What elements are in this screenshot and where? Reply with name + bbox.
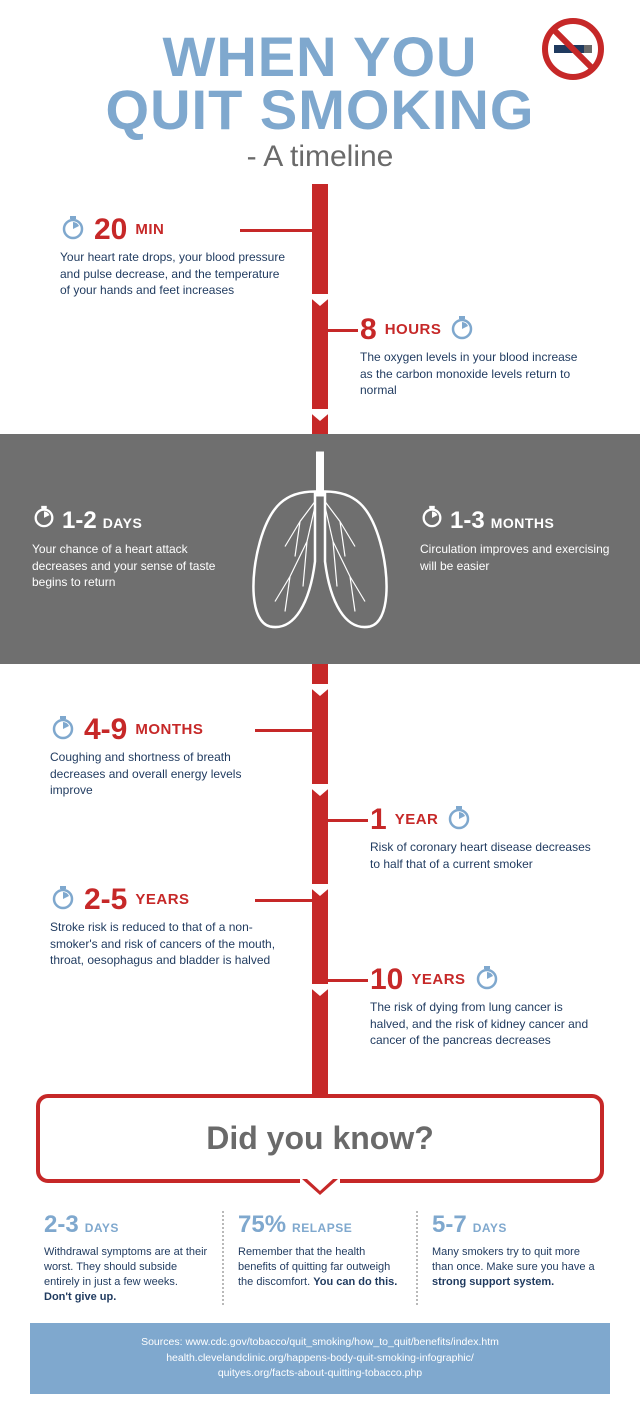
stopwatch-icon (50, 714, 76, 745)
timeline-section-bottom: 4-9 MONTHS Coughing and shortness of bre… (0, 664, 640, 1094)
did-you-know-title: Did you know? (50, 1120, 590, 1157)
timeline-desc: Coughing and shortness of breath decreas… (50, 749, 280, 798)
time-value: 1-3 (450, 507, 485, 535)
time-unit: HOURS (385, 321, 442, 338)
mid-band: 1-2 DAYS Your chance of a heart attack d… (0, 434, 640, 664)
timeline-desc: Stroke risk is reduced to that of a non-… (50, 919, 280, 968)
stopwatch-icon (420, 504, 444, 535)
stopwatch-icon (50, 884, 76, 915)
time-value: 2-5 (84, 885, 127, 915)
timeline-item: 1 YEAR Risk of coronary heart disease de… (370, 804, 600, 871)
source-url: quityes.org/facts-about-quitting-tobacco… (218, 1367, 422, 1379)
did-you-know-box: Did you know? (36, 1094, 604, 1183)
timeline-section-top: 20 MIN Your heart rate drops, your blood… (0, 184, 640, 434)
time-unit: MONTHS (135, 721, 203, 738)
fact-value: 2-3 (44, 1211, 79, 1239)
timeline-item: 1-3 MONTHS Circulation improves and exer… (420, 504, 610, 573)
fact-value: 5-7 (432, 1211, 467, 1239)
timeline-item: 8 HOURS The oxygen levels in your blood … (360, 314, 590, 398)
time-unit: DAYS (103, 515, 143, 531)
timeline-desc: Circulation improves and exercising will… (420, 541, 610, 573)
fact-unit: DAYS (85, 1221, 119, 1235)
time-unit: MIN (135, 221, 164, 238)
sources-label: Sources: (141, 1336, 182, 1348)
fact-unit: RELAPSE (292, 1221, 352, 1235)
time-unit: YEARS (411, 971, 465, 988)
time-value: 1-2 (62, 507, 97, 535)
subtitle: - A timeline (40, 140, 600, 174)
time-unit: YEAR (395, 811, 439, 828)
title-line-1: WHEN YOU (40, 30, 600, 83)
fact-unit: DAYS (473, 1221, 507, 1235)
stopwatch-icon (60, 214, 86, 245)
stopwatch-icon (449, 314, 475, 345)
no-smoking-icon (542, 18, 604, 85)
stopwatch-icon (474, 964, 500, 995)
header: WHEN YOU QUIT SMOKING - A timeline (0, 0, 640, 184)
timeline-desc: The oxygen levels in your blood increase… (360, 349, 590, 398)
timeline-desc: Your heart rate drops, your blood pressu… (60, 249, 290, 298)
time-unit: YEARS (135, 891, 189, 908)
lungs-icon (215, 452, 425, 647)
time-unit: MONTHS (491, 515, 555, 531)
fact-desc: Remember that the health benefits of qui… (238, 1245, 402, 1290)
stopwatch-icon (32, 504, 56, 535)
timeline-item: 2-5 YEARS Stroke risk is reduced to that… (50, 884, 280, 968)
timeline-desc: Risk of coronary heart disease decreases… (370, 839, 600, 871)
time-value: 20 (94, 215, 127, 245)
stopwatch-icon (446, 804, 472, 835)
time-value: 1 (370, 805, 387, 835)
fact-item: 2-3 DAYS Withdrawal symptoms are at thei… (30, 1211, 224, 1304)
fact-desc: Withdrawal symptoms are at their worst. … (44, 1245, 208, 1304)
timeline-item: 20 MIN Your heart rate drops, your blood… (60, 214, 290, 298)
fact-desc: Many smokers try to quit more than once.… (432, 1245, 596, 1290)
fact-item: 5-7 DAYS Many smokers try to quit more t… (418, 1211, 610, 1304)
fact-value: 75% (238, 1211, 286, 1239)
time-value: 10 (370, 965, 403, 995)
title-line-2: QUIT SMOKING (40, 83, 600, 136)
facts-row: 2-3 DAYS Withdrawal symptoms are at thei… (0, 1183, 640, 1322)
fact-item: 75% RELAPSE Remember that the health ben… (224, 1211, 418, 1304)
source-url: www.cdc.gov/tobacco/quit_smoking/how_to_… (185, 1336, 498, 1348)
time-value: 8 (360, 315, 377, 345)
sources-footer: Sources: www.cdc.gov/tobacco/quit_smokin… (30, 1323, 610, 1394)
time-value: 4-9 (84, 715, 127, 745)
timeline-desc: The risk of dying from lung cancer is ha… (370, 999, 600, 1048)
timeline-desc: Your chance of a heart attack decreases … (32, 541, 232, 590)
timeline-item: 4-9 MONTHS Coughing and shortness of bre… (50, 714, 280, 798)
timeline-item: 1-2 DAYS Your chance of a heart attack d… (32, 504, 232, 590)
timeline-item: 10 YEARS The risk of dying from lung can… (370, 964, 600, 1048)
